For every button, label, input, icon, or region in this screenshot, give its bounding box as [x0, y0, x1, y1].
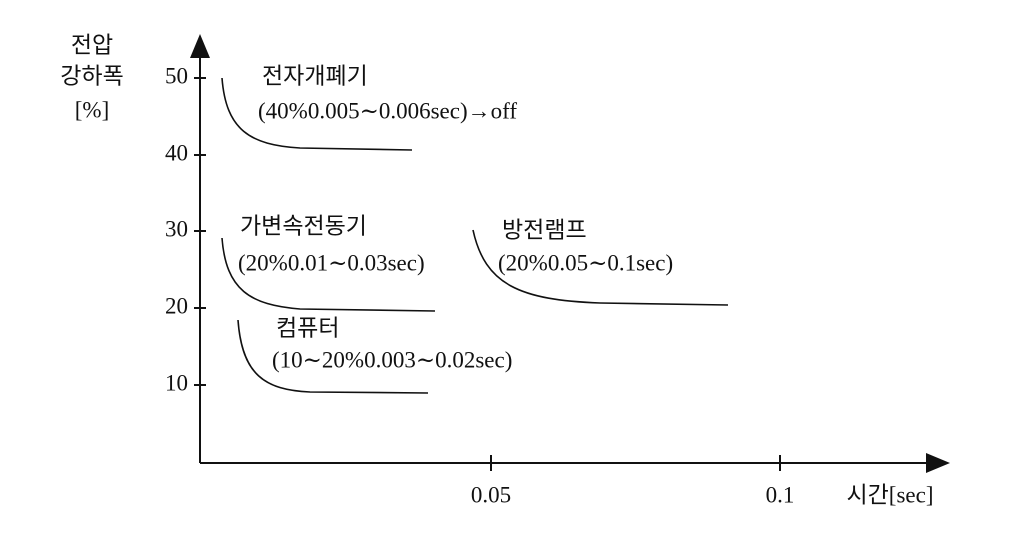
x-axis-label: 시간[sec] [846, 482, 933, 507]
annotation-name: 가변속전동기 [240, 213, 367, 238]
y-tick-label: 40 [165, 140, 188, 165]
y-axis-label: [%] [75, 97, 109, 122]
y-axis-label: 강하폭 [60, 63, 123, 88]
y-tick-label: 10 [165, 370, 188, 395]
annotation-name: 전자개폐기 [262, 63, 368, 88]
curve [221, 237, 436, 312]
curve [237, 319, 429, 394]
y-tick-label: 20 [165, 293, 188, 318]
annotation-detail: (20%0.05∼0.1sec) [498, 250, 673, 275]
y-tick-label: 50 [165, 63, 188, 88]
x-tick-label: 0.1 [766, 482, 795, 507]
annotation-detail: (10∼20%0.003∼0.02sec) [272, 347, 512, 372]
y-axis-label: 전압 [71, 32, 113, 57]
annotation-detail: (20%0.01∼0.03sec) [238, 250, 425, 275]
x-tick-label: 0.05 [471, 482, 511, 507]
annotation-name: 방전램프 [502, 217, 587, 242]
curve [472, 229, 729, 306]
annotation-detail: (40%0.005∼0.006sec)→off [258, 98, 517, 123]
curve [221, 77, 413, 151]
y-tick-label: 30 [165, 216, 188, 241]
annotation-name: 컴퓨터 [276, 315, 339, 340]
